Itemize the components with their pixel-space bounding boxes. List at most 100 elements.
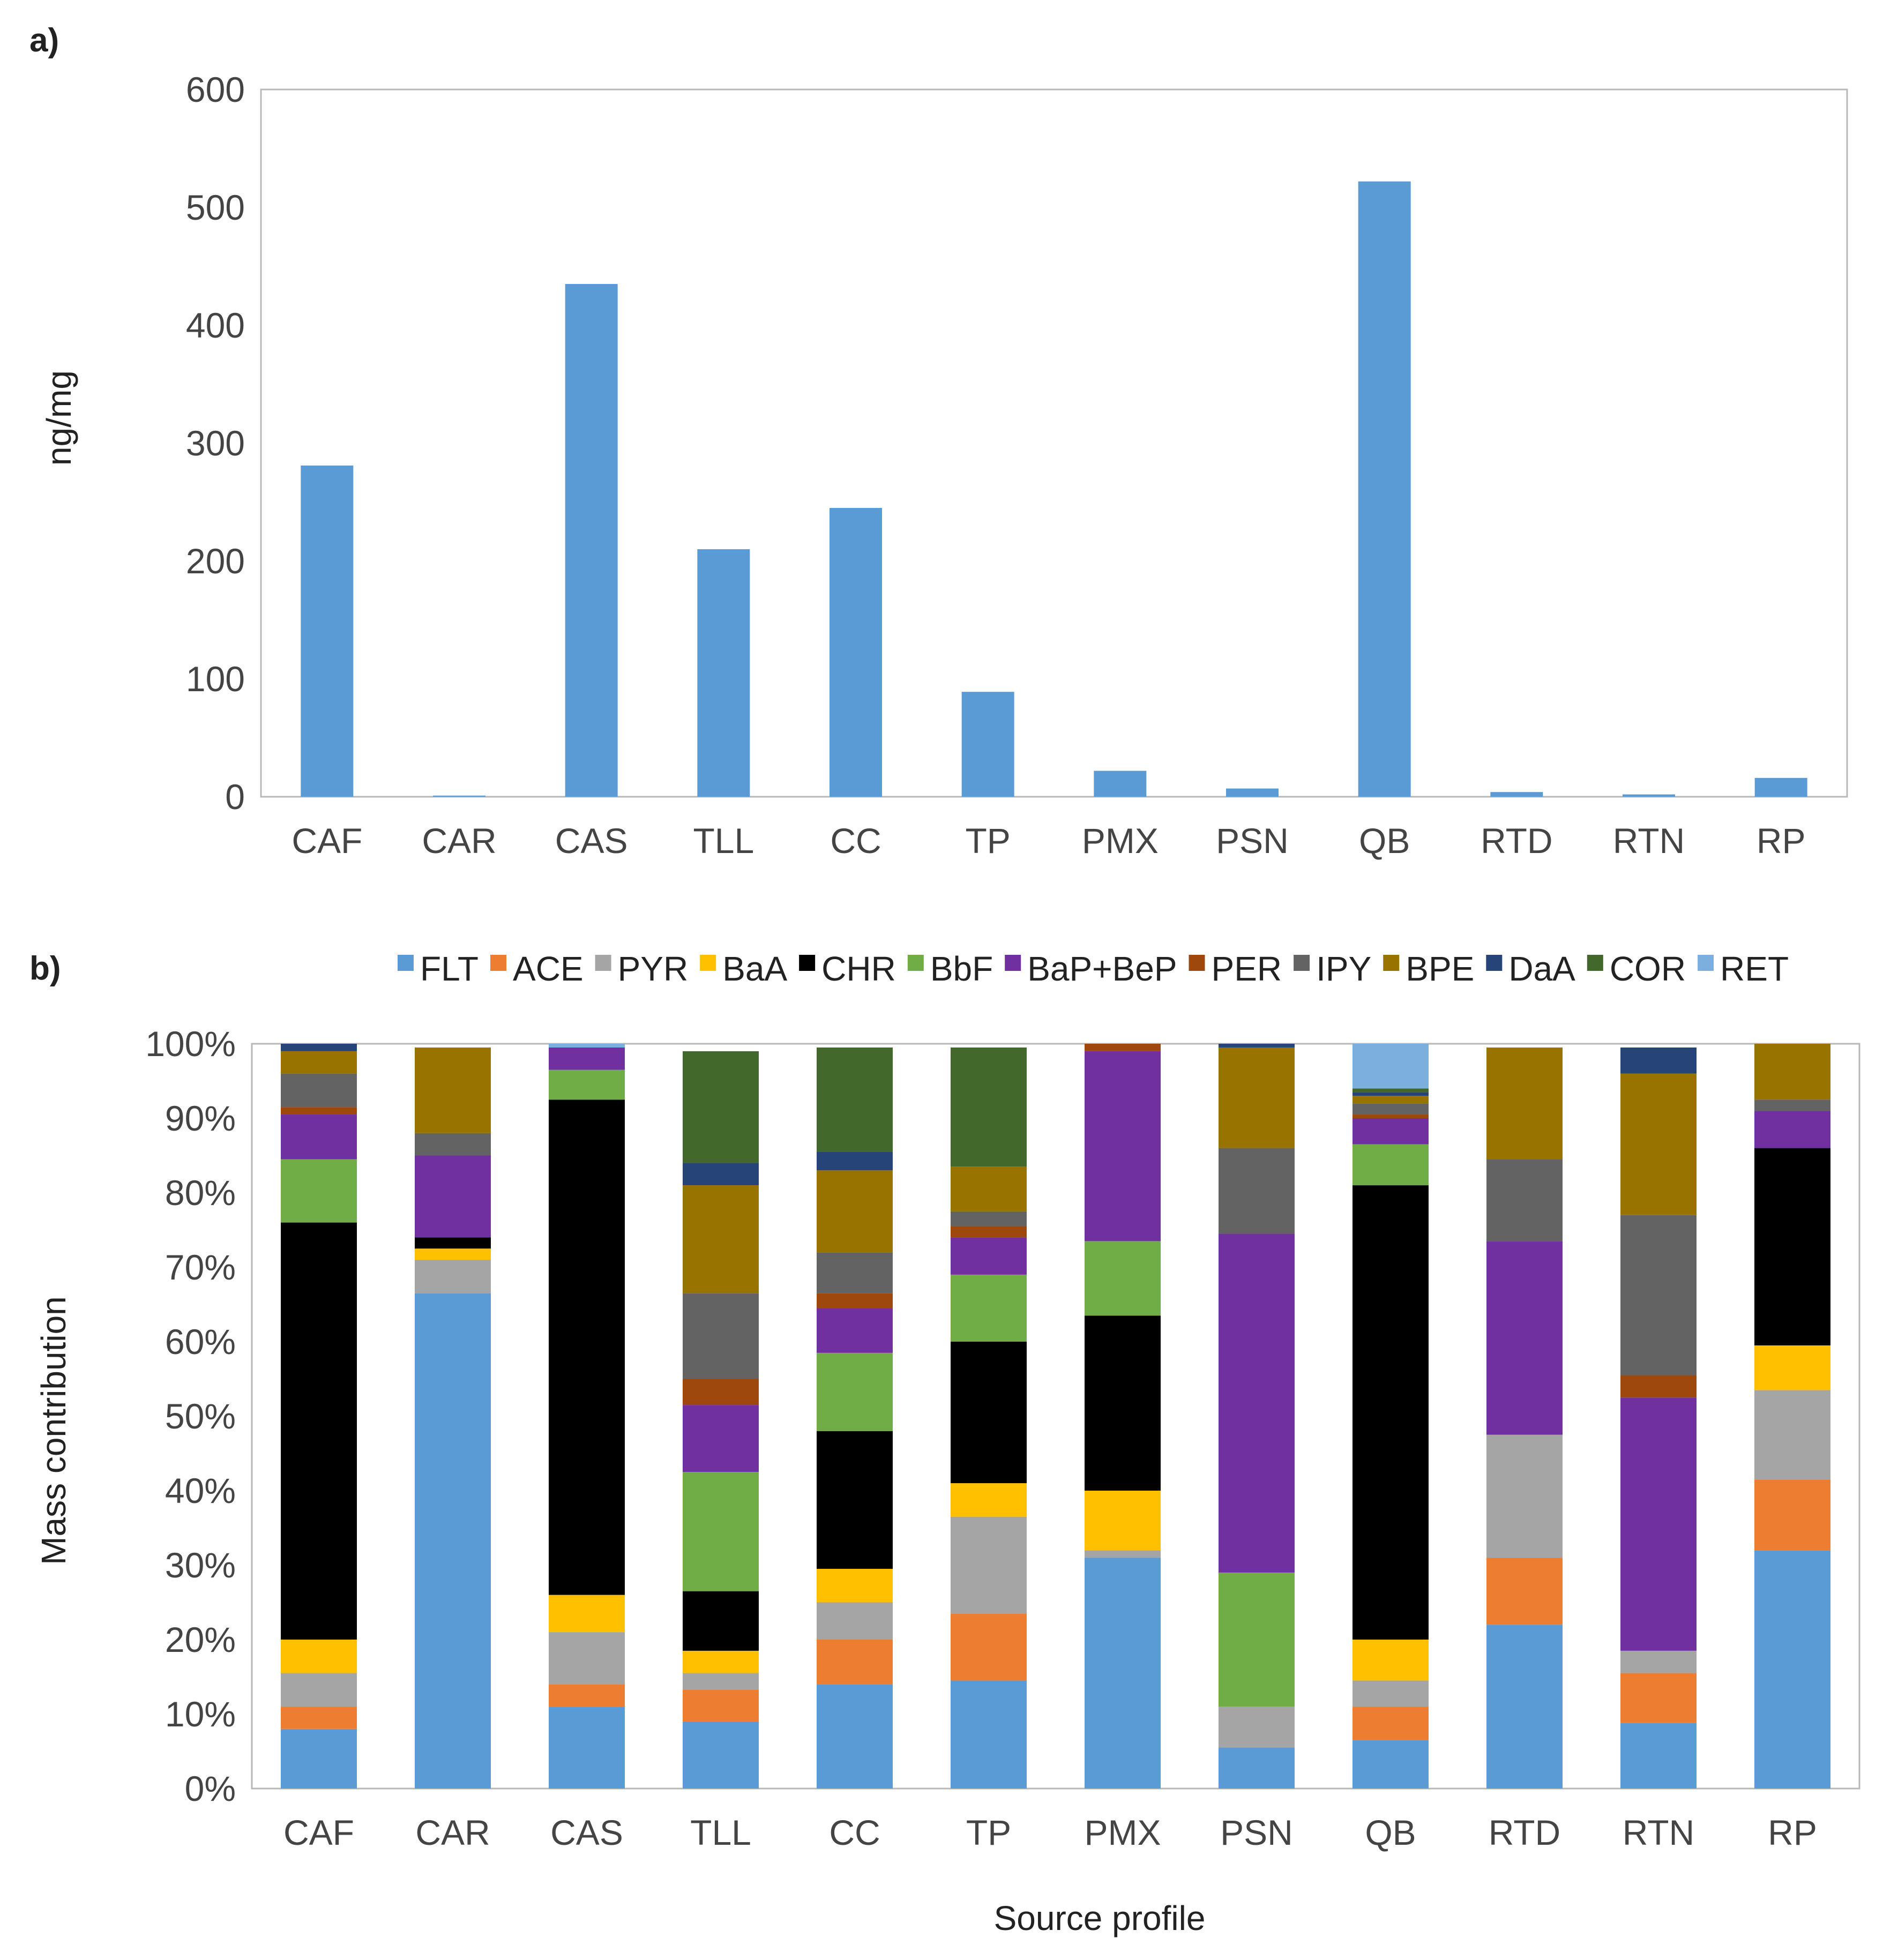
panel-a-x-tick-label: CAR — [422, 821, 496, 861]
panel-b-segment-qb-ace — [1352, 1707, 1429, 1740]
panel-b-segment-cc-bbf — [817, 1352, 893, 1431]
panel-b-segment-psn-bbf — [1219, 1572, 1295, 1707]
panel-a-x-ticks: CAF CAR CAS TLL CC TP PMX PSN QB RTD RTN RP — [292, 821, 1805, 861]
panel-b-segment-cas-bap-bep — [549, 1047, 625, 1070]
panel-b-segment-qb-pyr — [1352, 1680, 1429, 1707]
panel-b-segment-qb-bap-bep — [1352, 1118, 1429, 1144]
panel-b-segment-pmx-pyr — [1085, 1550, 1161, 1558]
legend-label: BaA — [722, 949, 787, 988]
panel-b-segment-tp-pyr — [951, 1516, 1027, 1614]
panel-b-segment-tp-baa — [951, 1483, 1027, 1517]
panel-b-segment-cas-bbf — [549, 1069, 625, 1100]
panel-b-segment-cas-ace — [549, 1684, 625, 1707]
panel-a-x-tick-label: TP — [965, 821, 1010, 861]
panel-b-segment-tp-chr — [951, 1342, 1027, 1484]
panel-b-segment-car-flt — [415, 1293, 491, 1789]
panel-b-y-tick-label: 50% — [165, 1396, 236, 1436]
panel-a-x-tick-label: QB — [1359, 821, 1410, 861]
panel-b-segment-tll-bpe — [683, 1185, 759, 1293]
panel-b-segment-qb-flt — [1352, 1740, 1429, 1789]
panel-b-segment-rtd-ace — [1486, 1558, 1563, 1625]
panel-b-segment-rp-pyr — [1754, 1390, 1830, 1480]
panel-b-segment-caf-bbf — [281, 1159, 357, 1223]
panel-a-bar-tp — [961, 692, 1014, 797]
panel-b-segment-rp-baa — [1754, 1345, 1830, 1390]
panel-b-x-axis-title: Source profile — [994, 1899, 1206, 1937]
panel-b-segment-cc-pyr — [817, 1602, 893, 1640]
panel-b-segment-psn-pyr — [1219, 1707, 1295, 1748]
panel-a-bar-rtn — [1623, 794, 1675, 797]
legend-label: RET — [1720, 949, 1789, 988]
legend-label: COR — [1610, 949, 1686, 988]
panel-b-segment-qb-ret — [1352, 1044, 1429, 1089]
panel-b-segment-car-bpe — [415, 1047, 491, 1133]
panel-b-x-tick-label: RTD — [1489, 1813, 1560, 1852]
panel-b-segment-rp-bpe — [1754, 1044, 1830, 1100]
legend-item-flt: FLT — [397, 949, 479, 988]
panel-b-plot-area — [251, 1043, 1860, 1790]
panel-b-segment-caf-pyr — [281, 1673, 357, 1707]
panel-b-segment-tp-flt — [951, 1680, 1027, 1789]
panel-b-segment-qb-bbf — [1352, 1144, 1429, 1186]
panel-b-x-tick-label: PMX — [1084, 1813, 1161, 1852]
panel-b-segment-car-pyr — [415, 1260, 491, 1293]
legend-swatch — [907, 955, 924, 971]
legend-swatch — [595, 955, 611, 971]
panel-b-segment-rtn-bpe — [1620, 1073, 1697, 1215]
panel-b-x-tick-label: TLL — [690, 1813, 751, 1852]
panel-b-segment-rtn-per — [1620, 1375, 1697, 1398]
panel-b-segment-cc-daa — [817, 1151, 893, 1171]
legend-item-chr: CHR — [799, 949, 896, 988]
panel-b-segment-tp-cor — [951, 1047, 1027, 1167]
panel-b-segment-cc-flt — [817, 1684, 893, 1789]
panel-b-segment-tll-baa — [683, 1650, 759, 1673]
legend-item-cor: COR — [1587, 949, 1686, 988]
panel-a-y-tick-label: 100 — [186, 659, 245, 699]
panel-b-x-tick-label: CC — [829, 1813, 880, 1852]
panel-b-segment-cc-chr — [817, 1431, 893, 1569]
panel-a-bar-rp — [1754, 777, 1807, 797]
panel-b-segment-pmx-flt — [1085, 1558, 1161, 1789]
panel-b-segment-psn-flt — [1219, 1747, 1295, 1789]
panel-b-segment-rtn-ace — [1620, 1673, 1697, 1723]
panel-a-bar-caf — [301, 465, 354, 797]
panel-b-segment-car-baa — [415, 1248, 491, 1260]
panel-a-bar-cas — [565, 284, 618, 797]
panel-b-segment-rtn-bap-bep — [1620, 1397, 1697, 1651]
panel-b-segment-qb-ipy — [1352, 1103, 1429, 1115]
legend-swatch — [1486, 955, 1503, 971]
panel-a-bar-psn — [1226, 788, 1279, 797]
panel-b-segment-cc-bap-bep — [817, 1308, 893, 1353]
legend-swatch — [1294, 955, 1310, 971]
panel-b-legend: FLT ACE PYR BaA CHR BbF BaP+BeP PER IPY BPE DaA COR… — [397, 949, 1789, 988]
panel-b-segment-tp-bbf — [951, 1274, 1027, 1342]
legend-item-bpe: BPE — [1383, 949, 1474, 988]
panel-b-segment-rtn-pyr — [1620, 1650, 1697, 1673]
panel-b-segment-caf-bap-bep — [281, 1114, 357, 1159]
panel-a-x-tick-label: CAF — [292, 821, 362, 861]
panel-a-y-tick-label: 0 — [225, 777, 245, 817]
panel-b-x-tick-label: CAF — [283, 1813, 354, 1852]
legend-swatch — [397, 955, 414, 971]
panel-a-plot-area — [260, 88, 1848, 798]
panel-b-x-tick-label: QB — [1365, 1813, 1416, 1852]
panel-a-x-tick-label: CAS — [555, 821, 628, 861]
panel-b-segment-cas-flt — [549, 1707, 625, 1789]
panel-b-segment-car-ipy — [415, 1133, 491, 1156]
panel-b-y-tick-label: 30% — [165, 1545, 236, 1585]
legend-item-baa: BaA — [700, 949, 787, 988]
panel-b-segment-psn-bap-bep — [1219, 1233, 1295, 1573]
panel-b-segment-caf-daa — [281, 1044, 357, 1051]
panel-b-y-axis-title: Mass contribution — [34, 1296, 73, 1565]
panel-a-bars — [301, 181, 1807, 797]
panel-b-y-tick-label: 90% — [165, 1098, 236, 1138]
legend-swatch — [1189, 955, 1205, 971]
legend-swatch — [1005, 955, 1021, 971]
panel-b-segment-psn-ipy — [1219, 1148, 1295, 1234]
panel-b-segment-rp-flt — [1754, 1550, 1830, 1789]
panel-a-y-tick-label: 300 — [186, 423, 245, 463]
panel-b-segment-caf-bpe — [281, 1051, 357, 1074]
panel-a-y-tick-label: 500 — [186, 188, 245, 227]
panel-b-segment-caf-ipy — [281, 1073, 357, 1108]
panel-b-segment-qb-daa — [1352, 1092, 1429, 1096]
